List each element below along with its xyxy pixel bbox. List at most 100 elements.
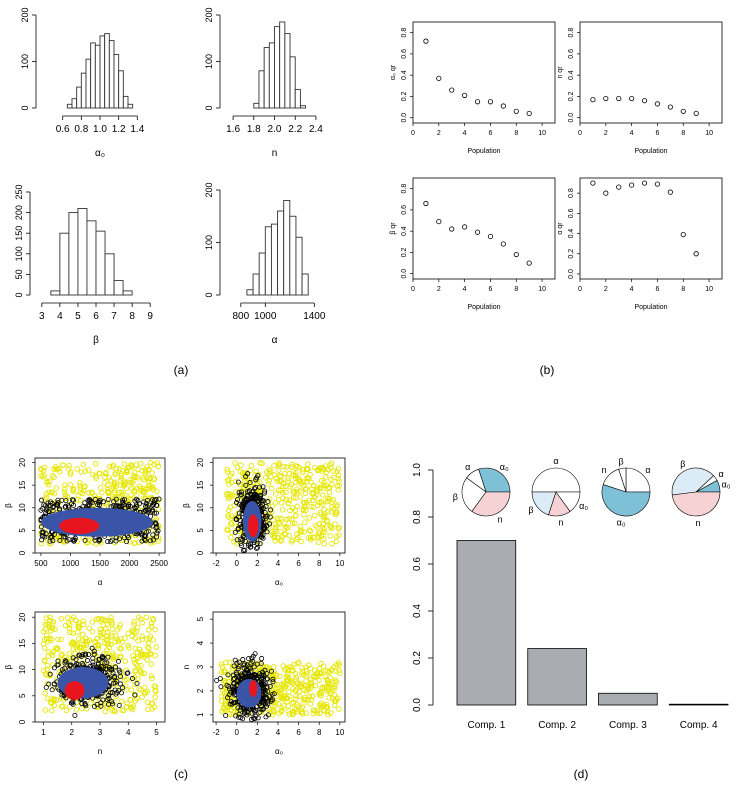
sample-point xyxy=(152,626,158,633)
category-label: Comp. 1 xyxy=(467,720,505,731)
sample-point xyxy=(285,703,292,709)
sample-point xyxy=(109,708,116,714)
histogram-bar xyxy=(76,86,82,109)
sample-point xyxy=(111,677,117,683)
y-tick-label: 0.8 xyxy=(412,510,423,524)
sample-point xyxy=(104,697,110,703)
y-tick-label: 0.8 xyxy=(568,188,575,198)
sample-point xyxy=(72,537,78,543)
sample-point xyxy=(231,681,237,687)
plot-frame xyxy=(579,21,723,124)
sample-point xyxy=(308,679,315,686)
y-tick-label: 200 xyxy=(204,7,214,22)
sample-point xyxy=(310,710,316,717)
x-tick-label: 2.4 xyxy=(309,124,323,135)
sample-point xyxy=(84,658,90,664)
y-tick-label: 0.0 xyxy=(412,698,423,712)
sample-point xyxy=(302,683,309,689)
sample-point xyxy=(254,661,260,667)
x-tick-label: 1.6 xyxy=(226,124,240,135)
y-tick-label: 2 xyxy=(196,688,205,693)
sample-point xyxy=(227,493,234,500)
sample-point xyxy=(132,635,139,641)
pie-slice xyxy=(625,467,651,493)
sample-point xyxy=(70,630,76,636)
sample-point xyxy=(273,524,279,531)
sample-point xyxy=(106,463,113,470)
sample-point xyxy=(241,471,248,477)
pie-chart-3: α β n α₀ xyxy=(602,456,651,527)
sample-point xyxy=(297,523,304,530)
data-point xyxy=(603,190,609,196)
pie-slice xyxy=(601,484,651,517)
y-tick-label: 0.4 xyxy=(401,70,408,80)
y-tick-label: 5 xyxy=(196,616,205,621)
pie-slice-label: α xyxy=(553,456,558,466)
sample-point xyxy=(73,707,80,713)
sample-point xyxy=(40,506,46,512)
sample-point xyxy=(270,676,276,682)
sample-point xyxy=(241,662,247,668)
sample-point xyxy=(62,504,68,510)
sample-point xyxy=(133,504,139,510)
sample-point xyxy=(227,659,233,666)
sample-point xyxy=(110,462,117,469)
sample-point xyxy=(308,682,314,689)
sample-point xyxy=(107,666,113,672)
sample-point xyxy=(104,660,110,666)
sample-point xyxy=(77,479,83,486)
pie-chart-4: α₀α β n xyxy=(671,459,731,528)
sample-point xyxy=(321,540,328,547)
data-point xyxy=(693,251,699,257)
histogram-4: 800 1000 1400 0 100 200 α xyxy=(204,182,326,346)
sample-point xyxy=(265,499,271,505)
sample-point xyxy=(336,532,342,538)
sample-point xyxy=(276,515,282,522)
y-tick-label: 0.4 xyxy=(568,229,575,239)
sample-point xyxy=(333,533,340,540)
histogram-bar xyxy=(299,105,307,109)
sample-point xyxy=(321,514,328,520)
data-point xyxy=(590,97,596,103)
sample-point xyxy=(307,535,314,541)
sample-point xyxy=(306,497,312,504)
sample-point xyxy=(44,662,51,669)
y-tick-label: 200 xyxy=(20,7,30,22)
y-axis-label: n qr xyxy=(557,66,564,79)
pie-slice-label: α xyxy=(465,462,470,472)
data-point xyxy=(603,95,609,102)
sample-point xyxy=(307,701,314,707)
sample-point xyxy=(53,697,60,704)
sample-point xyxy=(146,466,152,473)
sample-point xyxy=(50,649,56,655)
sample-point xyxy=(96,502,102,508)
sample-point xyxy=(58,615,65,622)
sample-point xyxy=(240,537,246,543)
sample-point xyxy=(85,490,92,496)
sample-point xyxy=(112,708,118,715)
point-cloud xyxy=(214,651,343,722)
histogram-bar xyxy=(59,232,70,296)
sample-point xyxy=(89,490,95,496)
sample-point xyxy=(127,696,134,703)
sample-point xyxy=(118,494,124,500)
sample-point xyxy=(231,675,237,681)
sample-point xyxy=(317,509,324,516)
sample-point xyxy=(47,538,53,544)
x-tick-label: 4 xyxy=(276,559,281,568)
sample-point xyxy=(39,497,45,503)
sample-point xyxy=(139,670,145,677)
sample-point xyxy=(300,672,307,678)
sample-point xyxy=(276,460,283,466)
sample-point xyxy=(284,698,291,705)
sample-point xyxy=(300,469,306,476)
pie-slice-label: n xyxy=(498,515,503,525)
sample-point xyxy=(227,472,234,479)
pie-slice-label: α₀ xyxy=(722,479,731,489)
sample-point xyxy=(67,656,73,662)
data-point xyxy=(641,180,648,186)
sample-point xyxy=(307,471,313,478)
sample-point xyxy=(228,520,235,526)
sample-point xyxy=(273,528,279,535)
